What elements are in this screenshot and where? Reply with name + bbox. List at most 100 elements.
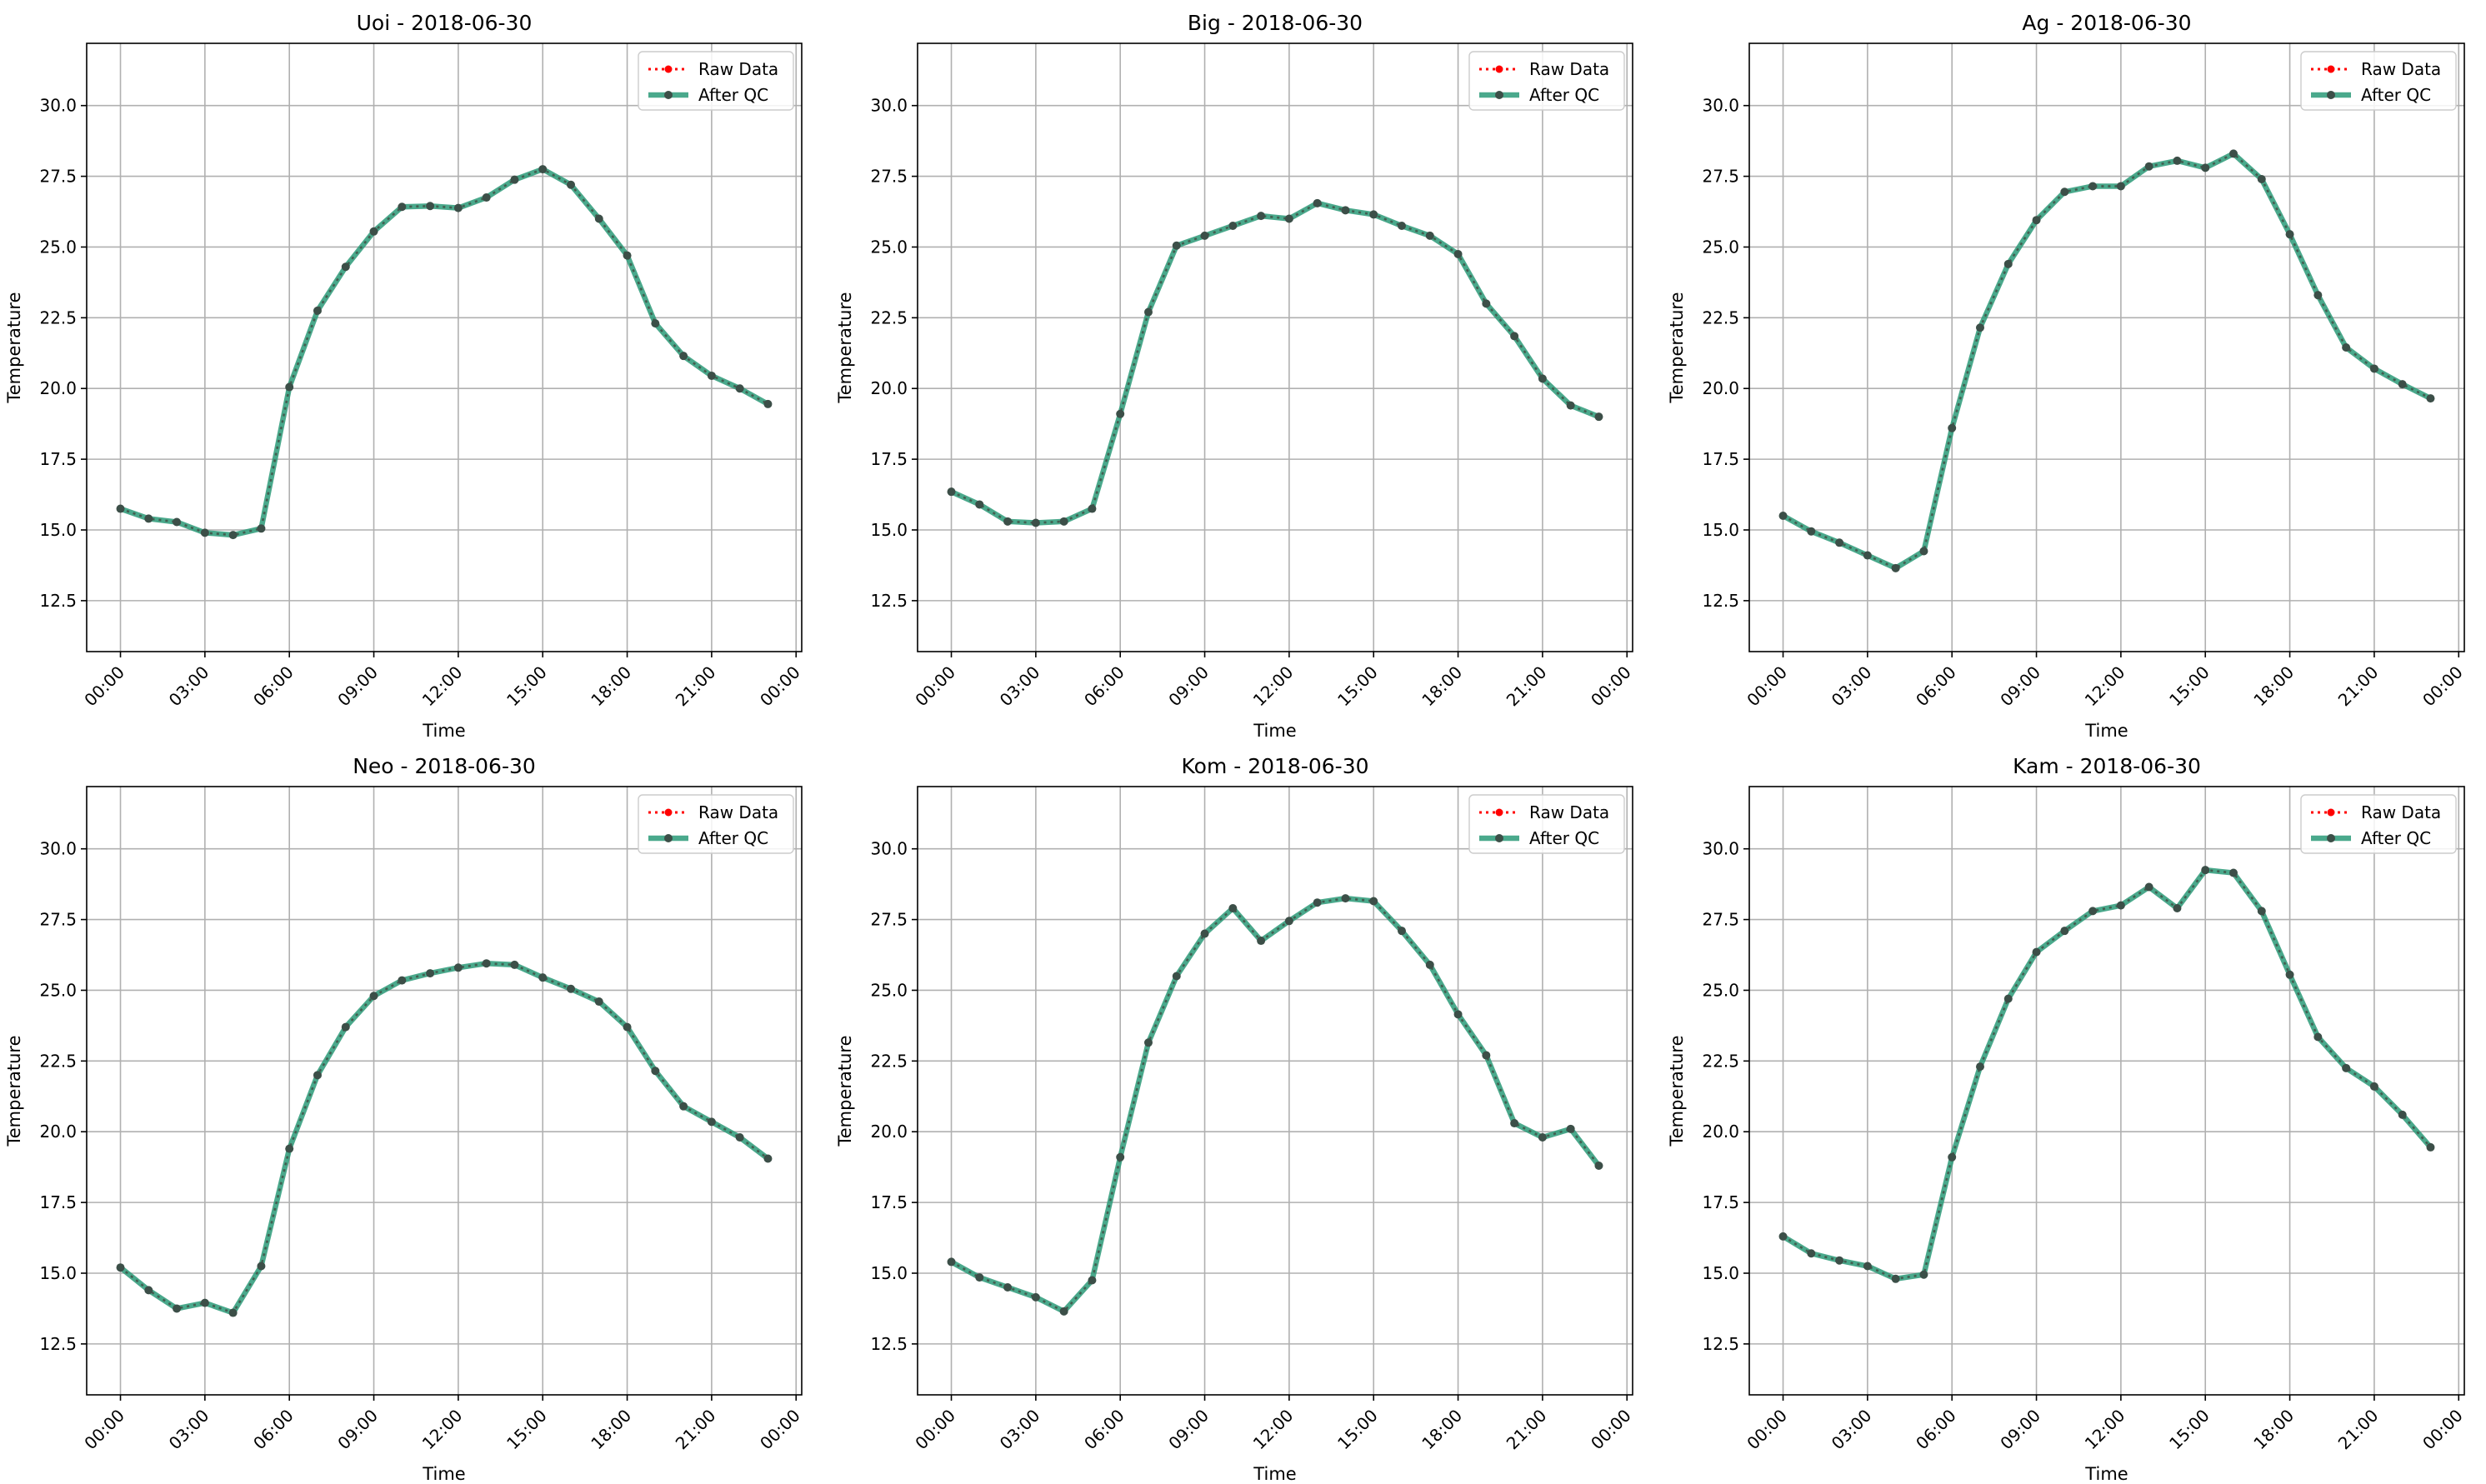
x-tick-label: 00:00 [756, 1406, 804, 1454]
data-point-qc [341, 262, 350, 272]
data-point-qc [679, 1102, 688, 1111]
x-tick-label: 09:00 [1996, 662, 2044, 711]
data-point-qc [1398, 927, 1407, 936]
x-tick-label: 00:00 [2418, 1406, 2467, 1454]
y-tick-label: 20.0 [39, 1122, 77, 1142]
data-point-qc [735, 1133, 744, 1142]
legend-label-qc: After QC [1529, 85, 1599, 105]
data-point-qc [1891, 563, 1900, 572]
data-point-qc [313, 1071, 322, 1080]
data-point-qc [426, 969, 435, 978]
legend-label-raw: Raw Data [1529, 802, 1609, 822]
data-point-qc [1948, 423, 1957, 432]
data-point-qc [200, 528, 209, 537]
chart-title: Ag - 2018-06-30 [2022, 11, 2191, 35]
y-axis-label: Temperature [835, 1035, 855, 1147]
data-point-qc [313, 306, 322, 315]
x-tick-label: 21:00 [1503, 1406, 1551, 1454]
series-line-raw-data [950, 202, 1600, 525]
data-point-qc [707, 1117, 716, 1127]
x-axis-label: Time [1253, 1464, 1296, 1484]
axes-frame [1748, 786, 2465, 1396]
data-point-qc [1835, 1256, 1844, 1265]
series-line-raw-data [950, 897, 1600, 1313]
data-point-qc [947, 487, 956, 497]
data-point-qc [623, 1022, 632, 1032]
y-tick-label: 27.5 [870, 910, 908, 930]
y-tick-label: 15.0 [39, 1263, 77, 1283]
data-point-qc [1341, 894, 1350, 903]
data-point-qc [1538, 374, 1547, 383]
legend-label-qc: After QC [1529, 828, 1599, 848]
y-tick-label: 12.5 [870, 591, 908, 611]
y-tick-label: 17.5 [39, 449, 77, 469]
data-point-qc [2398, 1110, 2407, 1119]
legend-marker-raw [1495, 65, 1503, 73]
data-point-qc [947, 1257, 956, 1267]
x-tick-label: 06:00 [249, 1406, 298, 1454]
legend-marker-raw [2327, 808, 2335, 817]
data-point-qc [426, 202, 435, 211]
data-point-qc [228, 1308, 238, 1317]
data-point-qc [567, 984, 576, 993]
data-point-qc [1807, 527, 1816, 536]
x-tick-label: 09:00 [1164, 1406, 1213, 1454]
x-tick-label: 15:00 [1333, 1406, 1382, 1454]
y-tick-label: 22.5 [1702, 307, 1739, 327]
x-tick-label: 00:00 [2418, 662, 2467, 711]
y-tick-label: 22.5 [1702, 1051, 1739, 1071]
data-point-qc [1059, 517, 1068, 526]
legend-marker-raw [1495, 808, 1503, 817]
y-axis-label: Temperature [4, 292, 24, 403]
data-point-qc [2285, 970, 2294, 979]
x-tick-label: 18:00 [2249, 1406, 2298, 1454]
data-point-qc [2342, 343, 2351, 352]
chart-title: Kom - 2018-06-30 [1182, 754, 1369, 778]
x-tick-label: 03:00 [996, 1406, 1044, 1454]
series-line-raw-overlay [120, 167, 768, 537]
data-point-qc [116, 504, 125, 513]
series-line-raw-overlay [951, 202, 1599, 524]
data-point-qc [341, 1022, 350, 1032]
y-tick-label: 27.5 [39, 910, 77, 930]
data-point-qc [2426, 394, 2435, 403]
data-point-qc [2313, 1032, 2323, 1042]
x-tick-label: 18:00 [1418, 1406, 1466, 1454]
legend: Raw Data After QC [1468, 794, 1625, 854]
legend: Raw Data After QC [638, 794, 794, 854]
data-point-qc [594, 997, 603, 1007]
x-axis-label: Time [2084, 721, 2128, 741]
data-point-qc [623, 251, 632, 260]
legend-label-raw: Raw Data [698, 59, 778, 79]
data-point-qc [1143, 1038, 1153, 1047]
data-point-qc [975, 1273, 984, 1282]
data-point-qc [2088, 907, 2098, 916]
series-line-raw-data [120, 167, 769, 537]
x-tick-label: 00:00 [1743, 1406, 1791, 1454]
axes-frame [86, 42, 803, 652]
data-point-qc [453, 203, 463, 212]
x-tick-label: 06:00 [1912, 662, 1960, 711]
data-point-qc [1369, 897, 1378, 906]
y-tick-label: 22.5 [39, 307, 77, 327]
y-tick-label: 30.0 [1702, 839, 1739, 859]
data-point-qc [1143, 307, 1153, 317]
y-axis-label: Temperature [1667, 292, 1687, 403]
data-point-qc [2060, 927, 2069, 936]
data-point-qc [2003, 259, 2013, 268]
data-point-qc [2369, 1082, 2378, 1091]
data-point-qc [2173, 904, 2182, 912]
y-tick-label: 30.0 [39, 839, 77, 859]
y-tick-label: 17.5 [1702, 1192, 1739, 1212]
data-point-qc [1003, 1282, 1013, 1292]
legend-marker-raw [2327, 65, 2335, 73]
data-point-qc [651, 1067, 660, 1076]
data-point-qc [285, 1144, 294, 1153]
y-tick-label: 17.5 [870, 1192, 908, 1212]
chart-title: Uoi - 2018-06-30 [357, 11, 533, 35]
x-axis-label: Time [2084, 1464, 2128, 1484]
data-point-qc [1453, 1010, 1463, 1019]
data-point-qc [1510, 1119, 1519, 1128]
legend: Raw Data After QC [1468, 51, 1625, 111]
data-point-qc [1510, 332, 1519, 341]
